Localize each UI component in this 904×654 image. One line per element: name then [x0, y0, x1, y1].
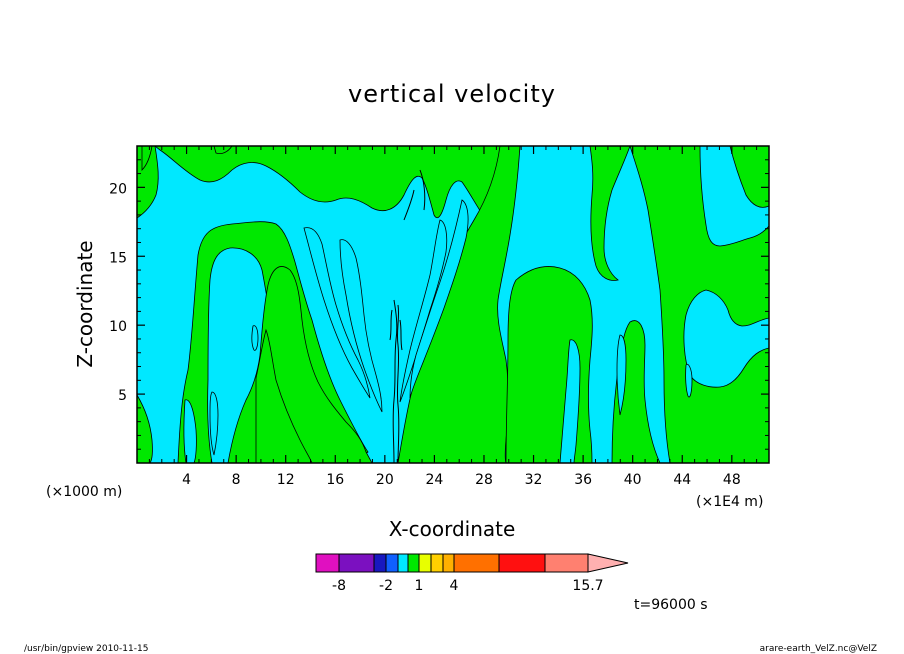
contour-region-far-right-top — [729, 145, 770, 208]
contour-strip-9 — [616, 334, 627, 416]
negative-velocity-strips — [183, 199, 693, 464]
x-tick-label: 44 — [673, 472, 691, 488]
contour-region-left-edge — [136, 393, 153, 464]
colorbar-cell — [453, 553, 500, 573]
footer-left: /usr/bin/gpview 2010-11-15 — [24, 644, 148, 654]
footer-right: arare-earth_VelZ.nc@VelZ — [760, 644, 877, 654]
contour-strip-2 — [339, 239, 383, 413]
central-core-contours — [389, 169, 426, 464]
x-axis-label: X-coordinate — [389, 517, 516, 541]
colorbar-label: 15.7 — [572, 578, 603, 594]
y-tick-label: 20 — [109, 181, 127, 197]
colorbar-label: -8 — [332, 578, 346, 594]
x-tick-label: 8 — [232, 472, 241, 488]
colorbar-cell — [418, 553, 432, 573]
x-tick-label: 16 — [326, 472, 344, 488]
colorbar-label: 1 — [415, 578, 424, 594]
x-tick-label: 24 — [425, 472, 443, 488]
x-tick-label: 36 — [574, 472, 592, 488]
chart-title: vertical velocity — [348, 80, 556, 108]
contour-strip-1 — [303, 227, 371, 399]
x-tick-label: 12 — [277, 472, 295, 488]
contour-strip-7 — [251, 325, 259, 351]
y-axis-label: Z-coordinate — [73, 240, 97, 367]
x-tick-label: 32 — [525, 472, 543, 488]
colorbar-arrow — [587, 553, 629, 573]
contour-region-center-band-left — [255, 328, 313, 464]
colorbar-cell — [544, 553, 589, 573]
time-label: t=96000 s — [634, 597, 708, 613]
colorbar-cells — [315, 553, 629, 573]
colorbar-cell — [442, 553, 455, 573]
contour-strip-5 — [183, 399, 197, 464]
colorbar-label: 4 — [450, 578, 459, 594]
colorbar-cell — [385, 553, 399, 573]
x-tick-label: 4 — [182, 472, 191, 488]
colorbar-cell — [397, 553, 409, 573]
x-tick-label: 28 — [475, 472, 493, 488]
y-axis-ticks: 5 10 15 20 — [109, 159, 769, 450]
contour-region-far-right — [629, 145, 770, 464]
colorbar-cell — [373, 553, 387, 573]
colorbar: -8 -2 1 4 15.7 — [315, 553, 629, 594]
y-tick-label: 5 — [118, 388, 127, 404]
colorbar-cell — [315, 553, 340, 573]
x-tick-label: 40 — [624, 472, 642, 488]
colorbar-cell — [407, 553, 420, 573]
x-axis-ticks: 4 8 12 16 20 24 28 32 36 40 44 48 — [148, 146, 758, 488]
x-unit-right: (×1E4 m) — [696, 494, 763, 510]
contour-strip-4 — [409, 199, 469, 399]
plot-frame — [136, 145, 770, 464]
y-tick-label: 10 — [109, 319, 127, 335]
x-tick-label: 48 — [723, 472, 741, 488]
y-tick-label: 15 — [109, 250, 127, 266]
x-tick-label: 20 — [376, 472, 394, 488]
colorbar-label: -2 — [379, 578, 393, 594]
contour-strip-8 — [559, 339, 581, 464]
colorbar-cell — [338, 553, 375, 573]
contour-region-right-lobe — [589, 145, 631, 281]
x-unit-left: (×1000 m) — [46, 484, 122, 500]
contour-strip-3 — [399, 219, 448, 403]
colorbar-cell — [498, 553, 546, 573]
colorbar-labels: -8 -2 1 4 15.7 — [332, 578, 604, 594]
contour-strip-6 — [209, 391, 219, 456]
colorbar-cell — [430, 553, 444, 573]
contour-strip-10 — [685, 363, 693, 398]
